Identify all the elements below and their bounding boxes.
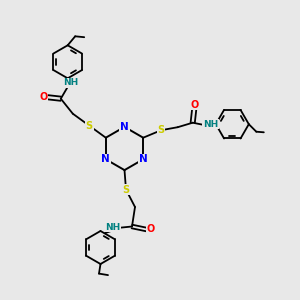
- Text: NH: NH: [203, 120, 218, 129]
- Text: NH: NH: [63, 78, 78, 87]
- Text: S: S: [122, 184, 130, 195]
- Text: N: N: [101, 154, 110, 164]
- Text: O: O: [190, 100, 198, 110]
- Text: NH: NH: [106, 223, 121, 232]
- Text: N: N: [139, 154, 148, 164]
- Text: O: O: [147, 224, 155, 235]
- Text: S: S: [158, 125, 165, 135]
- Text: O: O: [39, 92, 47, 102]
- Text: S: S: [86, 121, 93, 131]
- Text: N: N: [120, 122, 129, 132]
